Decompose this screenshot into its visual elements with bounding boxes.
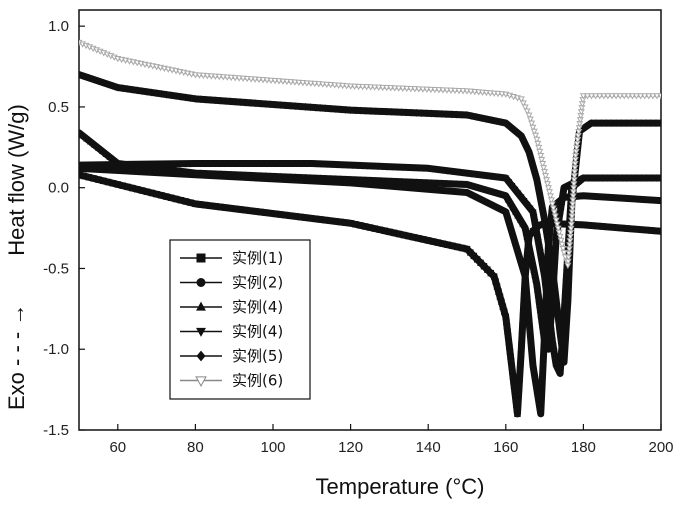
y-axis-label: Heat flow (W/g) bbox=[4, 104, 29, 256]
legend-label: 实例(4) bbox=[232, 298, 283, 316]
x-tick-label: 160 bbox=[493, 439, 518, 456]
legend-marker bbox=[197, 278, 206, 287]
y-tick-label: 0.5 bbox=[48, 99, 69, 116]
series-markers bbox=[76, 71, 664, 366]
legend: 实例(1) 实例(2) 实例(4) 实例(4) 实例(5) 实例(6) bbox=[170, 240, 310, 399]
x-tick-label: 60 bbox=[109, 439, 126, 456]
y-tick-label: -1.0 bbox=[43, 341, 69, 358]
y-tick-label: 0.0 bbox=[48, 180, 69, 197]
legend-label: 实例(4) bbox=[232, 323, 283, 341]
y-tick-label: -0.5 bbox=[43, 260, 69, 277]
series-markers bbox=[76, 165, 664, 417]
legend-marker bbox=[197, 254, 206, 263]
x-tick-label: 180 bbox=[571, 439, 596, 456]
series-markers bbox=[76, 40, 663, 268]
legend-label: 实例(1) bbox=[232, 249, 283, 267]
series-markers bbox=[76, 172, 664, 417]
y-tick-label: -1.5 bbox=[43, 422, 69, 439]
x-axis-label: Temperature (°C) bbox=[316, 474, 485, 499]
legend-label: 实例(6) bbox=[232, 372, 283, 390]
series-2 bbox=[76, 165, 664, 417]
series-layer bbox=[75, 40, 664, 417]
x-tick-label: 80 bbox=[187, 439, 204, 456]
series-6 bbox=[76, 40, 663, 268]
x-tick-label: 120 bbox=[338, 439, 363, 456]
series-1 bbox=[76, 172, 664, 417]
exo-direction-label: Exo - - - → bbox=[4, 304, 29, 410]
legend-label: 实例(5) bbox=[232, 347, 283, 365]
data-point bbox=[658, 94, 663, 99]
ticks-layer: 60 80 100 120 140 160 180 200 1.0 0.5 0.0 -0.5 -1.0 -… bbox=[43, 18, 673, 456]
x-tick-label: 140 bbox=[416, 439, 441, 456]
data-point bbox=[658, 228, 664, 234]
y-tick-label: 1.0 bbox=[48, 18, 69, 35]
x-tick-label: 200 bbox=[648, 439, 673, 456]
x-tick-label: 100 bbox=[260, 439, 285, 456]
data-point bbox=[658, 197, 664, 203]
legend-label: 实例(2) bbox=[232, 274, 283, 292]
series-5 bbox=[76, 71, 664, 366]
